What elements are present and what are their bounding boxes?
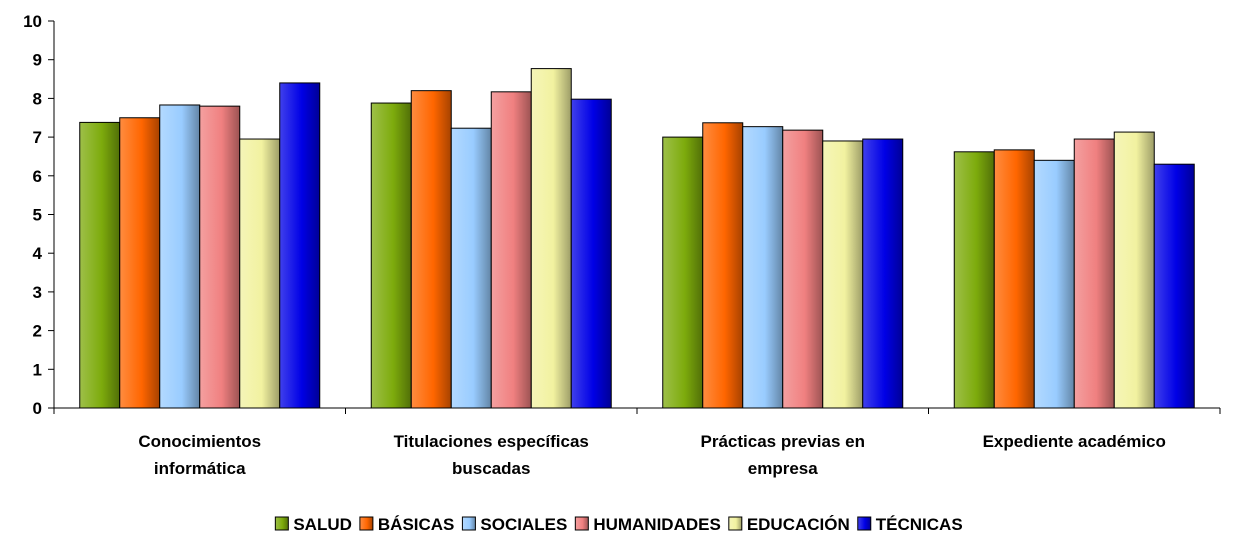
x-category-label: Titulaciones específicas buscadas — [394, 432, 589, 478]
labels-layer: 0 1 2 3 4 5 6 7 8 9 10 Conocimientos informática Titu… — [23, 12, 1166, 478]
legend-swatch-sociales — [461, 516, 476, 531]
bar-básicas-2 — [702, 122, 744, 409]
bar-técnicas-3 — [1153, 163, 1195, 409]
legend-label-sociales: SOCIALES — [480, 515, 567, 534]
y-tick-label: 3 — [33, 283, 42, 302]
y-tick-label: 9 — [33, 51, 42, 70]
y-tick-label: 5 — [33, 206, 42, 225]
bar-básicas-1 — [410, 90, 452, 409]
bar-educación-2 — [822, 140, 864, 409]
y-tick-label: 8 — [33, 89, 42, 108]
legend-label-básicas: BÁSICAS — [378, 515, 455, 534]
bar-sociales-2 — [742, 126, 784, 409]
bar-sociales-1 — [450, 127, 492, 409]
y-tick-label: 1 — [33, 360, 42, 379]
bar-básicas-0 — [119, 117, 161, 409]
legend-swatch-salud — [274, 516, 289, 531]
bar-humanidades-0 — [199, 105, 241, 409]
bar-salud-2 — [662, 136, 704, 409]
legend-label-técnicas: TÉCNICAS — [876, 515, 963, 534]
legend-label-salud: SALUD — [293, 515, 352, 534]
legend-swatch-básicas — [359, 516, 374, 531]
bar-salud-0 — [79, 121, 121, 409]
bar-educación-1 — [530, 68, 572, 409]
bar-educación-3 — [1113, 131, 1155, 409]
y-tick-label: 7 — [33, 128, 42, 147]
y-tick-label: 2 — [33, 322, 42, 341]
bar-técnicas-1 — [570, 98, 612, 409]
legend-swatch-técnicas — [857, 516, 872, 531]
bars-layer — [79, 68, 1195, 409]
bar-técnicas-2 — [862, 138, 904, 409]
y-tick-label: 6 — [33, 167, 42, 186]
legend-swatch-educación — [728, 516, 743, 531]
y-tick-label: 10 — [23, 12, 42, 31]
bar-salud-1 — [370, 102, 412, 409]
y-tick-label: 0 — [33, 399, 42, 418]
bar-humanidades-1 — [490, 91, 532, 409]
bar-técnicas-0 — [279, 82, 321, 409]
bar-humanidades-2 — [782, 129, 824, 409]
x-category-label: Expediente académico — [983, 432, 1166, 451]
bar-básicas-3 — [993, 149, 1035, 409]
bar-educación-0 — [239, 138, 281, 409]
bar-sociales-0 — [159, 104, 201, 409]
legend: SALUD BÁSICAS SOCIALES HUMANIDADES EDUCACIÓN… — [274, 515, 963, 534]
x-category-label: Prácticas previas en empresa — [701, 432, 865, 478]
bar-sociales-3 — [1033, 159, 1075, 409]
legend-swatch-humanidades — [574, 516, 589, 531]
bar-humanidades-3 — [1073, 138, 1115, 409]
legend-label-humanidades: HUMANIDADES — [593, 515, 721, 534]
axes-layer — [48, 20, 1221, 414]
x-category-label: Conocimientos informática — [138, 432, 261, 478]
bar-salud-3 — [953, 151, 995, 409]
legend-label-educación: EDUCACIÓN — [747, 515, 850, 534]
y-tick-label: 4 — [33, 244, 43, 263]
